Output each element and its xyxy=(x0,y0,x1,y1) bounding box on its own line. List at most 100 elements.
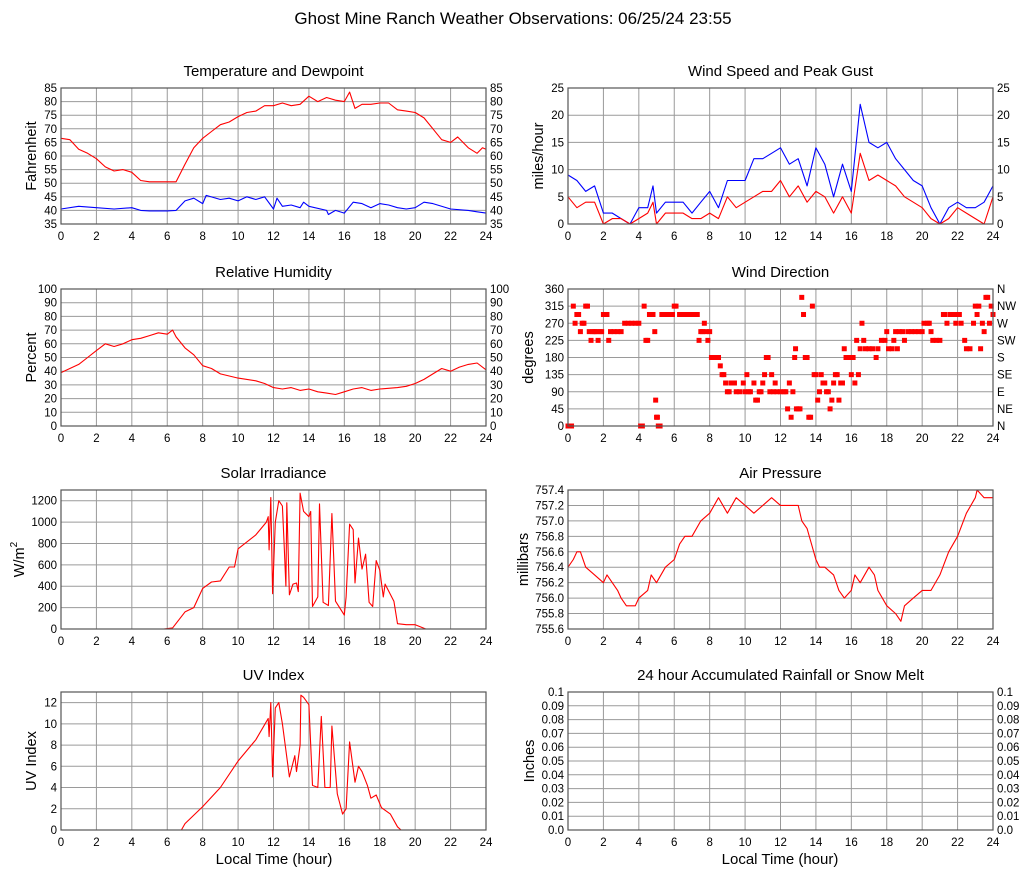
series-line-red xyxy=(60,91,487,183)
x-tick-label: 16 xyxy=(338,231,351,243)
y-tick-label: 0.03 xyxy=(542,784,564,796)
right-y-tick-label: 90 xyxy=(490,298,503,310)
x-tick-label: 20 xyxy=(409,433,422,445)
wind-direction-point xyxy=(978,346,984,352)
x-tick-label: 10 xyxy=(739,231,752,243)
x-tick-label: 2 xyxy=(600,231,606,243)
y-tick-label: 80 xyxy=(44,311,57,323)
wind-direction-point xyxy=(645,337,651,343)
right-y-tick-label: NE xyxy=(997,404,1013,416)
x-tick-label: 8 xyxy=(706,837,712,849)
y-tick-label: 12 xyxy=(44,698,57,710)
wind-direction-point xyxy=(747,389,753,395)
x-tick-label: 4 xyxy=(636,231,643,243)
right-y-tick-label: 25 xyxy=(997,83,1010,95)
wind-direction-point xyxy=(760,380,766,386)
wind-direction-point xyxy=(884,329,890,335)
x-tick-label: 4 xyxy=(129,837,136,849)
wind-direction-point xyxy=(889,346,895,352)
wind-direction-point xyxy=(926,320,932,326)
y-tick-label: 0.04 xyxy=(542,770,565,782)
y-axis-label-superscript: 2 xyxy=(9,541,20,547)
wind-direction-point xyxy=(588,337,594,343)
x-tick-label: 12 xyxy=(267,433,280,445)
wind-direction-point xyxy=(615,329,621,335)
plot-frame xyxy=(60,691,487,831)
wind-direction-point xyxy=(831,380,837,386)
y-tick-label: 60 xyxy=(44,339,57,351)
y-tick-label: 65 xyxy=(44,137,57,149)
x-tick-label: 22 xyxy=(444,433,457,445)
y-tick-label: 45 xyxy=(44,192,57,204)
wind-direction-point xyxy=(751,380,757,386)
wind-direction-point xyxy=(841,346,847,352)
wind-direction-point xyxy=(921,320,927,326)
x-tick-label: 14 xyxy=(303,433,316,445)
x-tick-label: 18 xyxy=(373,433,386,445)
wind-direction-point xyxy=(611,329,617,335)
wind-direction-point xyxy=(742,389,748,395)
wind-direction-point xyxy=(584,303,590,309)
right-y-tick-label: S xyxy=(997,353,1005,365)
wind-direction-point xyxy=(618,329,624,335)
wind-direction-point xyxy=(731,380,737,386)
wind-direction-point xyxy=(652,329,658,335)
wind-direction-point xyxy=(762,372,768,378)
plot-frame xyxy=(567,288,994,427)
x-tick-label: 16 xyxy=(845,837,858,849)
chart-title: 24 hour Accumulated Rainfall or Snow Mel… xyxy=(637,667,925,684)
y-tick-label: 60 xyxy=(44,151,57,163)
y-tick-label: 85 xyxy=(44,83,57,95)
x-tick-label: 18 xyxy=(373,837,386,849)
wind-direction-point xyxy=(859,320,865,326)
right-y-tick-label: 60 xyxy=(490,339,503,351)
y-tick-label: 757.4 xyxy=(535,485,564,497)
right-y-tick-label: NW xyxy=(997,301,1016,313)
wind-direction-point xyxy=(825,389,831,395)
y-tick-label: 8 xyxy=(51,740,57,752)
chart-air-pressure: Air Pressure millibars 755.6 755.8 756.0 756.… xyxy=(516,465,1000,648)
x-tick-label: 14 xyxy=(303,837,316,849)
y-tick-label: 800 xyxy=(38,538,57,550)
wind-direction-point xyxy=(625,320,631,326)
wind-direction-point xyxy=(717,363,723,369)
y-tick-label: 100 xyxy=(38,284,57,296)
wind-direction-point xyxy=(963,346,969,352)
right-y-tick-label: 20 xyxy=(490,394,503,406)
y-tick-label: 4 xyxy=(51,783,58,795)
y-tick-label: 0.02 xyxy=(542,797,564,809)
right-y-tick-label: 10 xyxy=(490,407,503,419)
x-tick-label: 16 xyxy=(845,231,858,243)
x-tick-label: 0 xyxy=(58,231,64,243)
wind-direction-point xyxy=(882,337,888,343)
wind-direction-point xyxy=(948,311,953,317)
series-line-blue xyxy=(60,194,487,216)
wind-direction-point xyxy=(712,355,718,360)
wind-direction-point xyxy=(576,311,582,317)
wind-direction-point xyxy=(962,337,968,343)
y-tick-label: 315 xyxy=(545,301,564,313)
right-y-tick-label: N xyxy=(997,421,1005,433)
y-tick-label: 10 xyxy=(551,165,564,177)
x-tick-label: 22 xyxy=(444,231,457,243)
wind-direction-point xyxy=(641,303,647,309)
x-tick-label: 10 xyxy=(232,837,245,849)
wind-direction-point xyxy=(893,329,899,335)
x-tick-label: 2 xyxy=(600,433,606,445)
y-tick-label: 360 xyxy=(545,284,564,296)
x-tick-label: 20 xyxy=(409,231,422,243)
wind-direction-point xyxy=(767,389,773,395)
x-tick-label: 22 xyxy=(444,837,457,849)
wind-direction-point xyxy=(981,329,987,335)
right-y-tick-label: 40 xyxy=(490,205,503,217)
right-y-tick-label: E xyxy=(997,387,1005,399)
wind-direction-point xyxy=(905,329,911,335)
chart-title: Solar Irradiance xyxy=(221,465,327,482)
y-tick-label: 90 xyxy=(551,387,564,399)
x-tick-label: 22 xyxy=(951,837,964,849)
wind-direction-point xyxy=(909,329,915,335)
x-tick-label: 20 xyxy=(409,636,422,648)
